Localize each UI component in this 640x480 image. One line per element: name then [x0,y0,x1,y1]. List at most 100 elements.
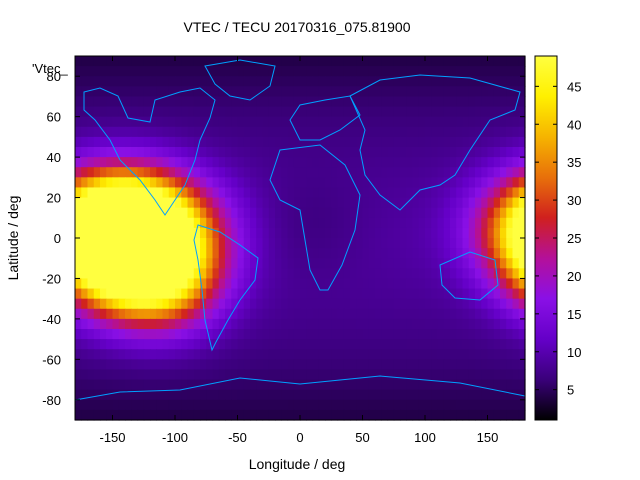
heat-cell [512,248,520,259]
heat-cell [356,318,364,330]
heat-cell [281,339,289,350]
heat-cell [381,389,389,401]
heat-cell [112,359,120,371]
heat-cell [462,187,470,199]
heat-cell [193,86,201,98]
heat-cell [475,389,482,401]
heat-cell [393,288,401,300]
heat-cell [493,147,501,158]
heat-cell [306,56,314,67]
heat-cell [481,116,489,128]
heat-cell [506,278,514,290]
heat-cell [131,207,139,219]
heat-cell [381,126,389,138]
heat-cell [431,369,439,381]
heat-cell [131,318,139,330]
heat-cell [312,329,320,340]
heat-cell [331,329,339,340]
heat-cell [231,116,239,128]
heat-cell [425,157,432,168]
heat-cell [262,278,270,290]
heat-cell [506,187,514,199]
heat-cell [75,329,82,340]
heat-cell [306,339,314,350]
heat-cell [200,369,207,381]
heat-cell [181,268,189,280]
heat-cell [106,227,114,239]
heat-cell [118,66,126,77]
heat-cell [312,207,320,219]
heat-cell [462,56,470,67]
heat-cell [143,126,151,138]
heat-cell [337,207,345,219]
heat-cell [275,308,282,320]
heat-cell [256,258,264,269]
heat-cell [150,329,157,340]
heat-cell [225,308,232,320]
heat-cell [150,76,157,87]
heat-cell [131,197,139,209]
heat-cell [425,86,432,98]
heat-cell [300,288,307,300]
heat-cell [143,238,151,249]
heat-cell [187,258,195,269]
heat-cell [262,399,270,411]
heat-cell [93,96,101,108]
heat-cell [418,389,426,401]
heat-cell [187,157,195,168]
heat-cell [168,389,176,401]
heat-cell [143,369,151,381]
heat-cell [218,359,226,371]
heat-cell [318,227,326,239]
heat-cell [206,76,214,87]
heat-cell [181,187,189,199]
heat-cell [175,359,182,371]
heat-cell [350,298,357,310]
heat-cell [206,86,214,98]
heat-cell [425,359,432,371]
heat-cell [225,329,232,340]
heat-cell [425,248,432,259]
heat-cell [368,329,376,340]
heat-cell [325,409,332,421]
heat-cell [350,66,357,77]
heat-cell [187,339,195,350]
heat-cell [150,258,157,269]
heat-cell [387,389,395,401]
heat-cell [518,288,526,300]
heat-cell [393,298,401,310]
heat-cell [131,238,139,249]
heat-cell [437,116,445,128]
heat-cell [106,66,114,77]
heat-cell [187,76,195,87]
heat-cell [400,278,407,290]
heat-cell [412,258,420,269]
heat-cell [356,278,364,290]
heat-cell [287,339,295,350]
heat-cell [293,318,301,330]
heat-cell [406,116,414,128]
heat-cell [131,379,139,391]
heat-cell [162,349,170,360]
heat-cell [318,207,326,219]
heat-cell [212,389,220,401]
heat-cell [293,217,301,229]
heat-cell [343,298,351,310]
heat-cell [368,106,376,118]
heat-cell [168,227,176,239]
heat-cell [287,389,295,401]
heat-cell [456,359,464,371]
x-tick-label: 100 [414,430,436,445]
heat-cell [231,329,239,340]
heat-cell [337,147,345,158]
heat-cell [450,227,457,239]
heat-cell [250,76,257,87]
heat-cell [75,136,82,148]
heat-cell [281,167,289,178]
heat-cell [481,238,489,249]
heat-cell [325,268,332,280]
heat-cell [281,157,289,168]
heat-cell [450,258,457,269]
heat-cell [243,369,251,381]
heat-cell [225,167,232,178]
